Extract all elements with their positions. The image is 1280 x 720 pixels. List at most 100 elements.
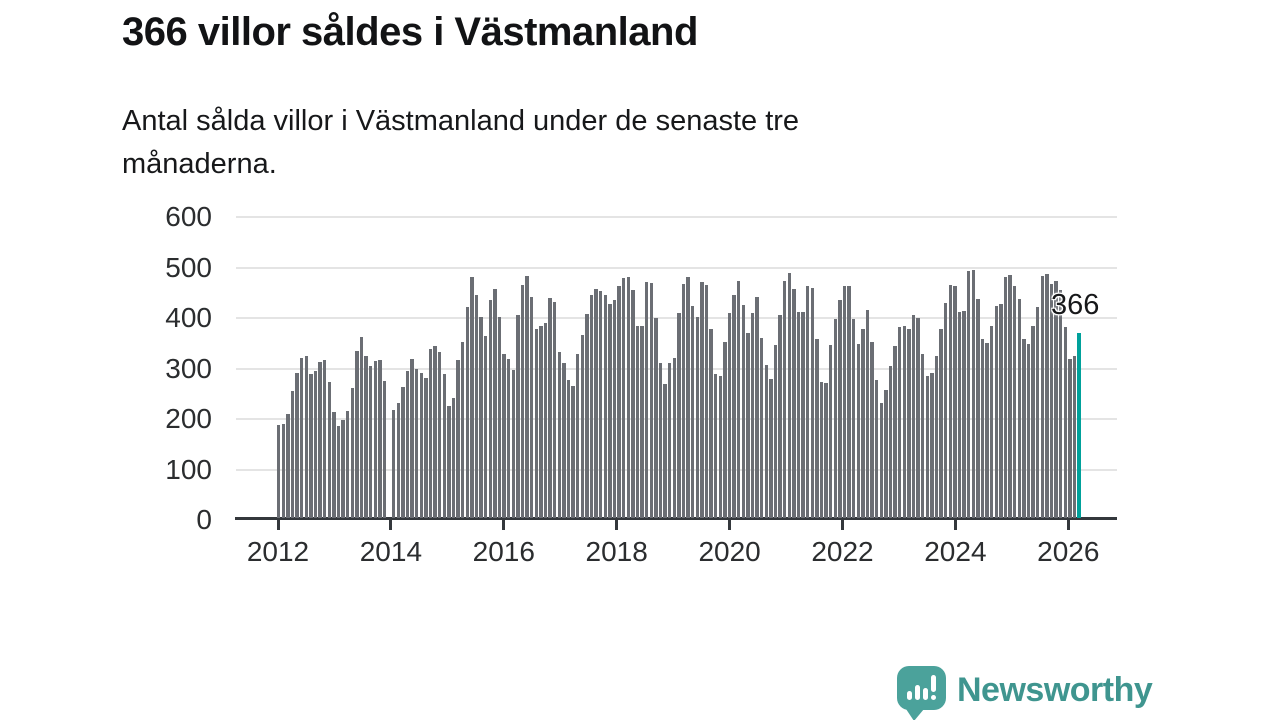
bar [875,379,879,518]
gridline [236,317,1117,319]
bar [415,368,419,518]
bar [714,373,718,518]
bar [907,328,911,518]
bar [327,381,331,518]
bar [323,359,327,518]
bar [589,294,594,518]
bar [516,315,520,518]
y-axis-label: 400 [165,302,212,333]
bar [594,288,598,518]
bar [447,405,451,518]
bar [801,311,805,518]
bar [967,271,971,518]
bar [520,284,525,518]
bar [405,370,410,518]
logo-bar-icon [915,685,920,700]
gridline [236,418,1117,420]
bar [599,290,603,518]
bar [635,326,640,518]
bar [921,354,925,518]
bar [948,284,952,518]
bar [580,335,584,518]
bar [484,335,488,518]
gridline [236,266,1117,269]
bar-chart: 0 100 200 300 400 500 600 2012 2014 2016 2018 2020… [165,201,1117,567]
bar [737,280,741,518]
bar [925,376,929,518]
bar [718,376,722,518]
bar [1003,276,1008,518]
bar [833,318,837,518]
bar [750,313,755,518]
bar [557,351,561,518]
bar [424,378,428,518]
speech-bubble-chart-icon [897,666,946,710]
bar [783,280,787,518]
bar [870,341,874,518]
bar [953,286,957,518]
bar [525,275,529,518]
bar [608,303,612,518]
bar [497,316,502,518]
bar [530,297,534,518]
newsworthy-wordmark: Newsworthy [957,671,1153,709]
speech-bubble-tail-icon [906,709,924,720]
bar [930,373,934,518]
bar [902,326,906,518]
chart-subtitle: Antal sålda villor i Västmanland under d… [122,100,1142,186]
bar [1013,285,1017,518]
bar [999,304,1003,518]
bar [649,283,653,518]
bar [1040,275,1044,518]
bar [723,341,727,518]
bar [1022,339,1026,518]
bar [1072,355,1077,518]
bar [755,297,759,518]
bar [369,365,373,518]
bar [313,371,318,518]
bar [359,337,364,518]
bar [318,362,322,518]
bar [290,390,295,518]
bar [433,346,437,518]
x-axis-tick [728,520,732,530]
x-axis-tick [1066,520,1070,530]
x-axis-tick [502,520,506,530]
bar [493,289,497,518]
bar [893,346,897,518]
bar [300,358,304,518]
y-axis-label: 600 [165,201,212,232]
bar [309,373,313,518]
x-axis-label: 2012 [246,536,310,567]
bar [898,327,902,518]
bar [332,411,336,518]
bar [392,410,396,518]
bar [401,386,405,518]
bar [691,306,695,518]
bar [277,424,281,518]
bar [704,285,709,518]
bar [576,354,580,518]
x-axis-tick [615,520,619,530]
x-axis-tick [389,520,393,530]
x-axis-line [235,517,1117,520]
bar [695,317,699,518]
newsworthy-logo: Newsworthy [897,665,1197,720]
bar [295,372,299,518]
bar [548,298,552,518]
bar [934,356,939,518]
highlight-bar [1077,333,1081,518]
gridline [236,468,1117,471]
bar [346,410,350,518]
bar [438,352,442,518]
y-axis-label: 300 [165,352,212,384]
bar [741,305,745,518]
bar [796,311,801,518]
bar [980,338,985,518]
y-axis-label: 500 [165,251,212,283]
bar [829,345,833,518]
bar [944,302,948,518]
bar [819,381,824,518]
x-axis-tick [276,520,280,530]
x-axis-label: 2020 [698,536,761,567]
